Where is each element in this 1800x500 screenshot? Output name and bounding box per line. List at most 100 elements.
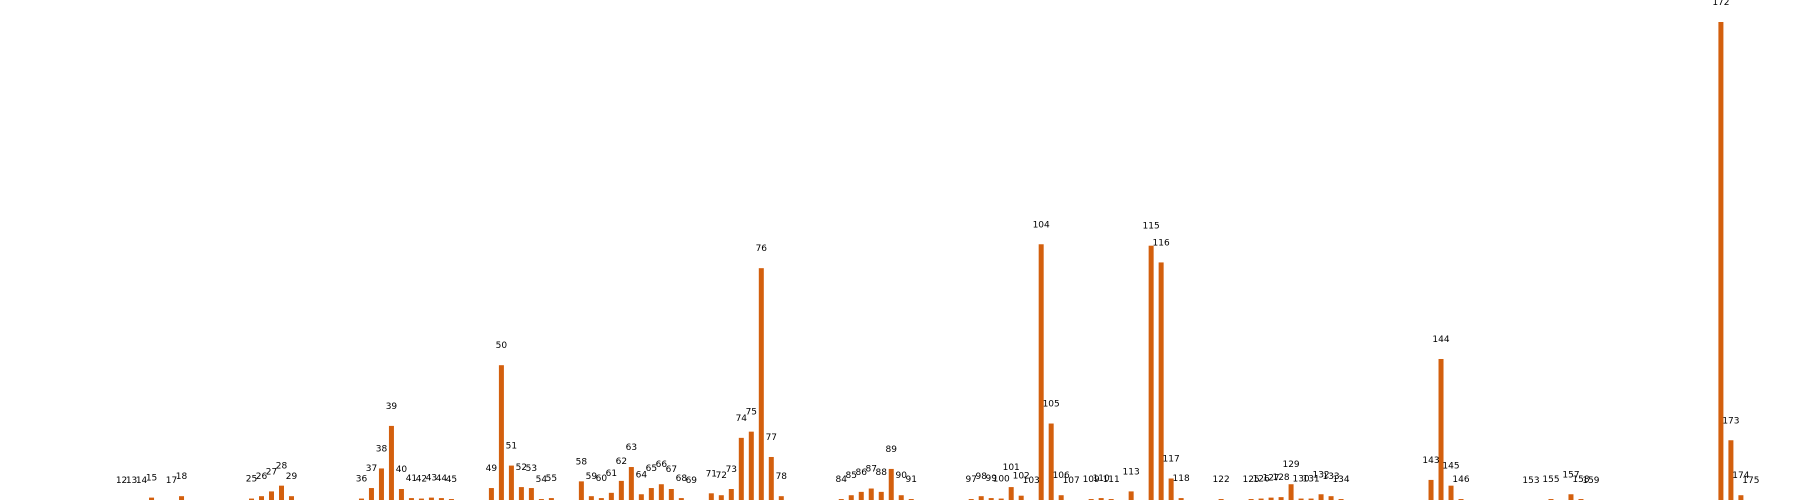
bar-label-15: 15 <box>146 474 157 484</box>
bar-label-63: 63 <box>626 443 637 453</box>
bar-label-116: 116 <box>1153 238 1170 248</box>
bar-29 <box>288 496 294 500</box>
bar-53 <box>528 488 534 500</box>
bar-label-40: 40 <box>396 465 408 475</box>
bar-label-61: 61 <box>606 469 617 479</box>
bar-118 <box>1178 498 1184 500</box>
bar-label-91: 91 <box>906 475 917 485</box>
bar-26 <box>259 496 264 500</box>
bar-label-64: 64 <box>636 470 648 480</box>
bar-label-37: 37 <box>366 464 377 474</box>
bar-61 <box>608 492 614 500</box>
bar-label-89: 89 <box>886 445 898 455</box>
bar-label-49: 49 <box>486 464 498 474</box>
bar-133 <box>1328 496 1334 500</box>
bar-44 <box>438 498 444 500</box>
bar-88 <box>878 491 884 500</box>
bar-55 <box>548 498 554 500</box>
bar-15 <box>149 497 155 500</box>
bar-85 <box>848 495 854 500</box>
bar-41 <box>408 498 414 500</box>
bar-label-60: 60 <box>596 474 608 484</box>
bar-label-74: 74 <box>736 414 748 424</box>
bar-label-17: 17 <box>166 476 177 486</box>
bar-label-99: 99 <box>985 474 997 484</box>
bar-label-39: 39 <box>386 402 398 412</box>
bar-label-102: 102 <box>1013 472 1030 482</box>
bar-77 <box>768 456 774 500</box>
bar-18 <box>179 496 185 500</box>
bar-73 <box>728 489 734 500</box>
bar-173 <box>1728 440 1734 500</box>
bar-label-42: 42 <box>416 475 427 485</box>
bar-label-77: 77 <box>766 433 777 443</box>
bar-label-43: 43 <box>426 474 437 484</box>
bar-label-41: 41 <box>406 474 417 484</box>
bar-label-158: 158 <box>1572 475 1589 485</box>
bar-label-29: 29 <box>286 472 298 482</box>
bar-78 <box>778 496 784 500</box>
bar-68 <box>678 498 684 500</box>
bar-101 <box>1008 487 1014 500</box>
bar-label-59: 59 <box>586 472 598 482</box>
bar-172 <box>1718 22 1724 500</box>
bar-90 <box>898 495 904 500</box>
bar-label-105: 105 <box>1043 400 1060 410</box>
bars-layer <box>149 22 1744 500</box>
bar-52 <box>518 487 524 500</box>
bar-49 <box>488 488 494 500</box>
bar-label-146: 146 <box>1452 475 1469 485</box>
bar-50 <box>498 365 504 500</box>
bar-label-66: 66 <box>656 460 668 470</box>
bar-label-12: 12 <box>116 476 127 486</box>
bar-label-88: 88 <box>876 468 888 478</box>
bar-113 <box>1128 491 1134 500</box>
bar-label-72: 72 <box>716 471 727 481</box>
bar-label-44: 44 <box>436 474 448 484</box>
bar-117 <box>1168 478 1174 500</box>
bar-label-175: 175 <box>1742 476 1759 486</box>
bar-label-65: 65 <box>646 464 657 474</box>
bar-label-106: 106 <box>1053 471 1070 481</box>
bar-label-173: 173 <box>1722 416 1739 426</box>
bar-27 <box>268 491 274 500</box>
bar-label-38: 38 <box>376 444 388 454</box>
bar-65 <box>648 488 654 500</box>
bar-37 <box>368 488 374 500</box>
bar-label-71: 71 <box>706 469 717 479</box>
bar-label-129: 129 <box>1282 460 1299 470</box>
bar-label-90: 90 <box>896 471 908 481</box>
bar-58 <box>578 481 584 500</box>
bar-label-117: 117 <box>1163 454 1180 464</box>
bar-label-133: 133 <box>1322 472 1339 482</box>
bar-71 <box>708 493 714 500</box>
bar-157 <box>1568 494 1574 500</box>
bar-75 <box>748 431 754 500</box>
bar-label-115: 115 <box>1143 222 1160 232</box>
bar-label-86: 86 <box>856 468 868 478</box>
bar-label-104: 104 <box>1033 220 1050 230</box>
bar-102 <box>1018 495 1024 500</box>
bar-86 <box>858 491 864 500</box>
bar-98 <box>978 496 984 500</box>
bar-label-131: 131 <box>1302 475 1319 485</box>
bar-144 <box>1438 358 1444 500</box>
bar-label-78: 78 <box>776 472 788 482</box>
bar-label-53: 53 <box>526 464 537 474</box>
bar-130 <box>1298 498 1304 500</box>
bar-label-103: 103 <box>1023 476 1040 486</box>
bar-label-98: 98 <box>975 472 987 482</box>
bar-label-118: 118 <box>1173 474 1190 484</box>
bar-145 <box>1448 485 1454 500</box>
bar-label-25: 25 <box>246 475 257 485</box>
bar-106 <box>1058 495 1064 500</box>
bar-74 <box>738 437 744 500</box>
bar-label-54: 54 <box>536 475 548 485</box>
bar-label-69: 69 <box>686 476 698 486</box>
bar-label-107: 107 <box>1063 476 1080 486</box>
bar-62 <box>618 480 624 500</box>
bar-label-68: 68 <box>676 474 688 484</box>
bar-99 <box>988 498 994 500</box>
bar-89 <box>888 468 894 500</box>
